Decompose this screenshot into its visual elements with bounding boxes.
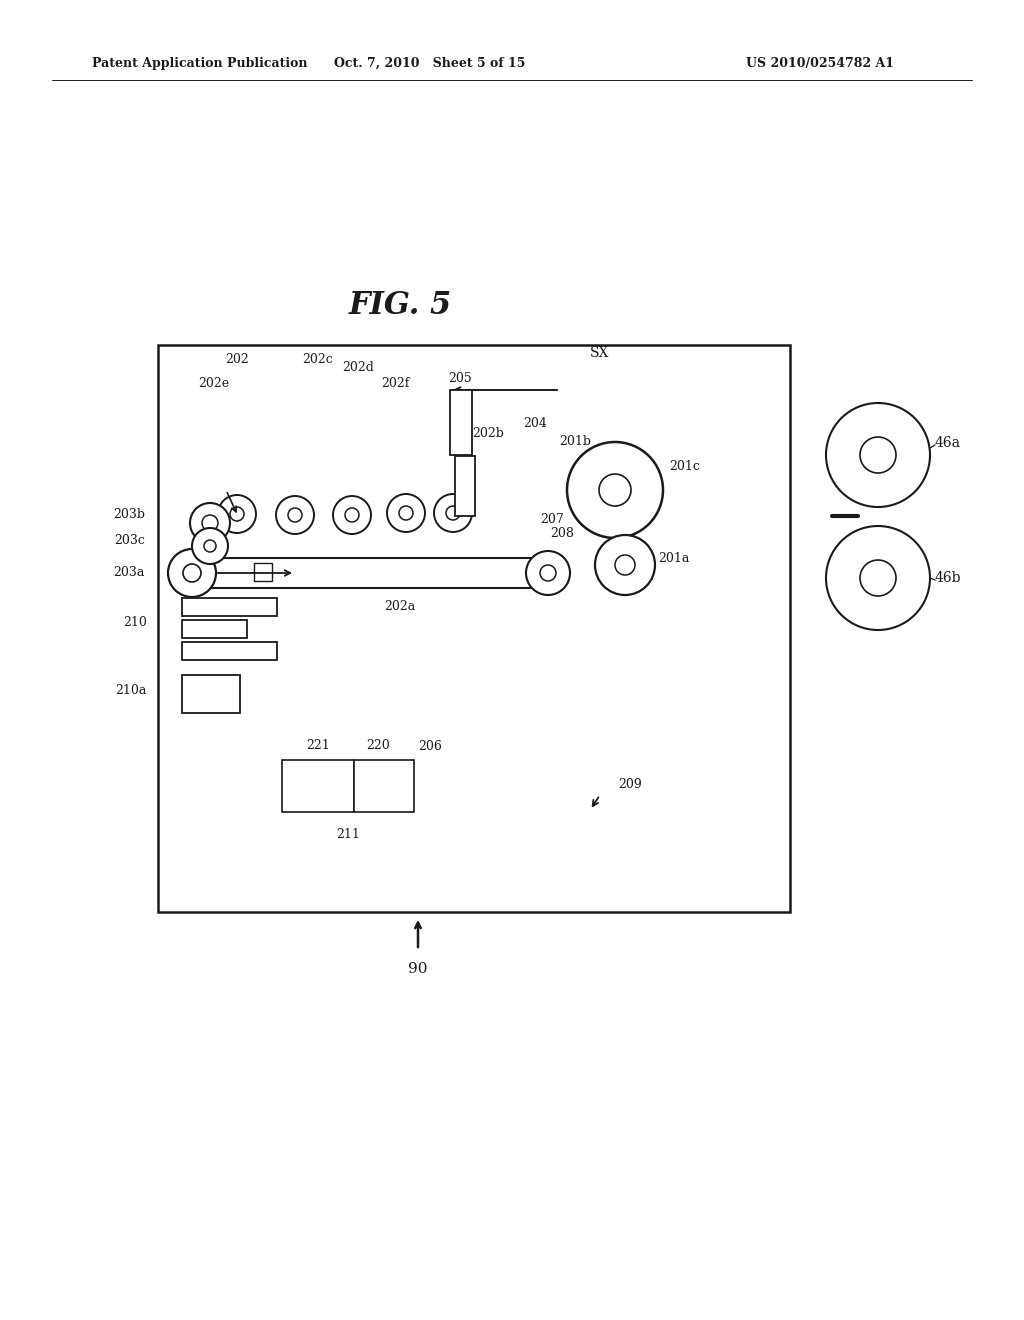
Text: Oct. 7, 2010   Sheet 5 of 15: Oct. 7, 2010 Sheet 5 of 15 bbox=[334, 57, 525, 70]
Polygon shape bbox=[680, 482, 700, 500]
Circle shape bbox=[288, 508, 302, 521]
Bar bbox=[450, 389, 472, 455]
Circle shape bbox=[434, 494, 472, 532]
Text: 201a: 201a bbox=[658, 552, 689, 565]
Text: 201c: 201c bbox=[670, 459, 700, 473]
Text: 220: 220 bbox=[367, 739, 390, 752]
Circle shape bbox=[540, 565, 556, 581]
Text: 206: 206 bbox=[418, 741, 442, 752]
Text: SX: SX bbox=[590, 346, 609, 360]
Text: 201b: 201b bbox=[559, 436, 591, 447]
Bar bbox=[182, 642, 278, 660]
Bar bbox=[282, 760, 354, 812]
Circle shape bbox=[230, 507, 244, 521]
Bar bbox=[182, 675, 240, 713]
Circle shape bbox=[615, 554, 635, 576]
Circle shape bbox=[276, 496, 314, 535]
Circle shape bbox=[860, 437, 896, 473]
Text: 209: 209 bbox=[618, 779, 642, 792]
Text: 210: 210 bbox=[123, 615, 147, 628]
Circle shape bbox=[218, 495, 256, 533]
Text: 202a: 202a bbox=[384, 601, 416, 612]
Bar bbox=[158, 345, 790, 912]
Circle shape bbox=[387, 494, 425, 532]
Circle shape bbox=[595, 535, 655, 595]
Text: 208: 208 bbox=[550, 527, 573, 540]
Circle shape bbox=[202, 515, 218, 531]
Bar bbox=[182, 620, 247, 638]
Text: 90: 90 bbox=[409, 962, 428, 975]
Circle shape bbox=[826, 403, 930, 507]
Text: US 2010/0254782 A1: US 2010/0254782 A1 bbox=[746, 57, 894, 70]
Text: 221: 221 bbox=[306, 739, 330, 752]
Circle shape bbox=[190, 503, 230, 543]
Text: 211: 211 bbox=[336, 828, 360, 841]
Text: Patent Application Publication: Patent Application Publication bbox=[92, 57, 307, 70]
Text: 203a: 203a bbox=[114, 566, 145, 579]
Text: 202: 202 bbox=[225, 352, 249, 366]
Text: 202b: 202b bbox=[472, 426, 504, 440]
Text: 202f: 202f bbox=[381, 378, 410, 389]
Text: 210a: 210a bbox=[116, 684, 147, 697]
Text: FIG. 5: FIG. 5 bbox=[348, 289, 452, 321]
Circle shape bbox=[567, 442, 663, 539]
Circle shape bbox=[193, 528, 228, 564]
Text: 202c: 202c bbox=[302, 352, 333, 366]
Text: 203c: 203c bbox=[114, 533, 145, 546]
Circle shape bbox=[345, 508, 359, 521]
Circle shape bbox=[826, 525, 930, 630]
Circle shape bbox=[526, 550, 570, 595]
Text: 46b: 46b bbox=[935, 572, 962, 585]
Text: 202e: 202e bbox=[199, 378, 229, 389]
Circle shape bbox=[399, 506, 413, 520]
Text: 203b: 203b bbox=[113, 508, 145, 521]
Text: 205: 205 bbox=[449, 372, 472, 385]
Text: 204: 204 bbox=[523, 417, 547, 430]
Circle shape bbox=[599, 474, 631, 506]
Circle shape bbox=[446, 506, 460, 520]
Bar bbox=[182, 598, 278, 616]
Text: 46a: 46a bbox=[935, 436, 961, 450]
Bar bbox=[455, 455, 475, 516]
Bar bbox=[180, 558, 560, 587]
Circle shape bbox=[183, 564, 201, 582]
Circle shape bbox=[168, 549, 216, 597]
Bar bbox=[254, 564, 272, 581]
Polygon shape bbox=[195, 719, 760, 906]
Text: 202d: 202d bbox=[342, 360, 374, 374]
Circle shape bbox=[204, 540, 216, 552]
Circle shape bbox=[860, 560, 896, 597]
Circle shape bbox=[333, 496, 371, 535]
Bar bbox=[354, 760, 414, 812]
Text: 207: 207 bbox=[540, 513, 564, 525]
